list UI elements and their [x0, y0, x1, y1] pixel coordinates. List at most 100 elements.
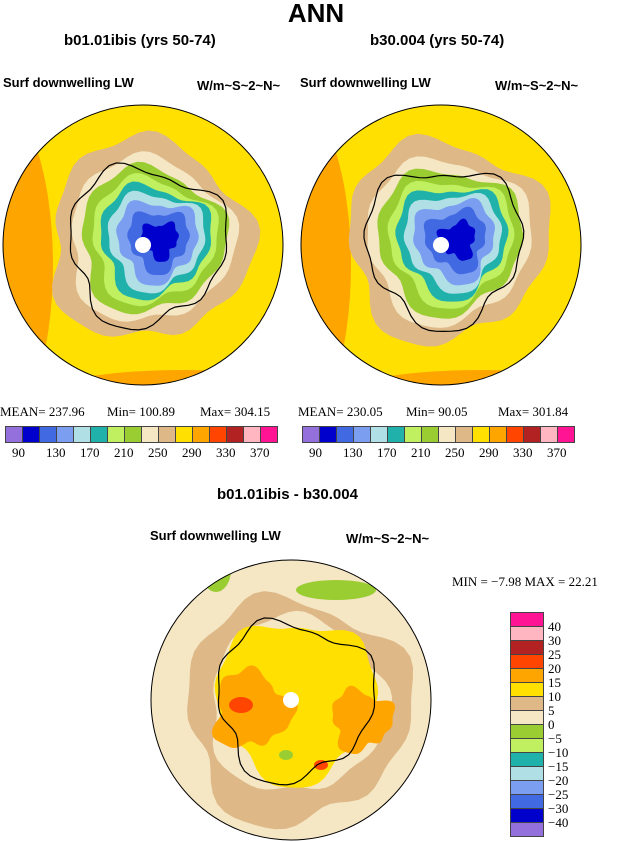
- colorbar-tick-label: −10: [548, 745, 569, 760]
- panel2-variable: Surf downwelling LW: [300, 75, 431, 90]
- antarctica-coastline: [363, 172, 525, 333]
- colorbar-tick-label: 370: [250, 445, 270, 460]
- colorbar-tick-label: 250: [445, 445, 465, 460]
- figure-title: ANN: [287, 0, 345, 28]
- colorbar-swatch: [6, 427, 23, 442]
- map-border: [150, 559, 432, 841]
- colorbar-swatch: [159, 427, 176, 442]
- colorbar-swatch: [108, 427, 125, 442]
- pole-marker: [433, 237, 449, 253]
- colorbar-tick-label: 170: [377, 445, 397, 460]
- panel1-units: W/m~S~2~N~: [197, 78, 281, 93]
- colorbar-swatch: [176, 427, 193, 442]
- colorbar-tick-label: 5: [548, 703, 555, 718]
- colorbar-swatch: [511, 669, 543, 683]
- colorbar-swatch: [456, 427, 473, 442]
- colorbar-swatch: [511, 823, 543, 836]
- panel1-variable: Surf downwelling LW: [3, 75, 134, 90]
- colorbar-swatch: [507, 427, 524, 442]
- colorbar-tick-label: 330: [513, 445, 533, 460]
- colorbar-swatch: [320, 427, 337, 442]
- colorbar-swatch: [57, 427, 74, 442]
- colorbar-swatch: [558, 427, 574, 442]
- polar-map-panel1: [2, 104, 284, 386]
- panel2-colorbar: [302, 426, 575, 443]
- colorbar-swatch: [511, 809, 543, 823]
- map-border: [2, 104, 284, 386]
- colorbar-swatch: [511, 641, 543, 655]
- colorbar-swatch: [473, 427, 490, 442]
- colorbar-tick-label: 210: [411, 445, 431, 460]
- polar-map-diff: [150, 559, 432, 841]
- colorbar-swatch: [511, 627, 543, 641]
- colorbar-swatch: [193, 427, 210, 442]
- antarctica-coastline: [69, 162, 228, 331]
- colorbar-swatch: [125, 427, 142, 442]
- polar-map-panel2: [300, 104, 582, 386]
- panel2-mean: MEAN= 230.05: [298, 404, 383, 419]
- colorbar-tick-label: 90: [309, 445, 322, 460]
- colorbar-tick-label: 290: [182, 445, 202, 460]
- pole-marker: [283, 692, 299, 708]
- colorbar-tick-label: 330: [216, 445, 236, 460]
- panel2-case-title: b30.004 (yrs 50-74): [370, 32, 505, 49]
- colorbar-tick-label: 290: [479, 445, 499, 460]
- colorbar-tick-label: 30: [548, 633, 561, 648]
- diff-colorbar: [510, 612, 544, 837]
- colorbar-swatch: [40, 427, 57, 442]
- colorbar-tick-label: 0: [548, 717, 555, 732]
- colorbar-swatch: [91, 427, 108, 442]
- colorbar-swatch: [511, 711, 543, 725]
- colorbar-tick-label: −30: [548, 801, 569, 816]
- negative-region: [296, 580, 376, 600]
- panel2-max: Max= 301.84: [498, 404, 569, 419]
- colorbar-tick-label: 130: [343, 445, 363, 460]
- colorbar-swatch: [244, 427, 261, 442]
- colorbar-tick-label: 210: [114, 445, 134, 460]
- colorbar-swatch: [422, 427, 439, 442]
- colorbar-swatch: [354, 427, 371, 442]
- colorbar-swatch: [261, 427, 277, 442]
- colorbar-swatch: [511, 767, 543, 781]
- colorbar-tick-label: −25: [548, 787, 569, 802]
- colorbar-swatch: [142, 427, 159, 442]
- colorbar-tick-label: 250: [148, 445, 168, 460]
- colorbar-tick-label: 90: [12, 445, 25, 460]
- diff-title: b01.01ibis - b30.004: [217, 486, 358, 503]
- colorbar-swatch: [23, 427, 40, 442]
- colorbar-swatch: [490, 427, 507, 442]
- colorbar-tick-label: −15: [548, 759, 569, 774]
- colorbar-tick-label: 130: [46, 445, 66, 460]
- diff-min-max: MIN = −7.98 MAX = 22.21: [452, 574, 598, 589]
- panel2-min: Min= 90.05: [406, 404, 468, 419]
- colorbar-swatch: [511, 613, 543, 627]
- colorbar-tick-label: 15: [548, 675, 561, 690]
- colorbar-swatch: [303, 427, 320, 442]
- colorbar-tick-label: −40: [548, 815, 569, 830]
- colorbar-swatch: [511, 781, 543, 795]
- pole-marker: [135, 237, 151, 253]
- map-border: [300, 104, 582, 386]
- colorbar-swatch: [337, 427, 354, 442]
- colorbar-swatch: [511, 683, 543, 697]
- antarctica-coastline: [217, 617, 376, 786]
- colorbar-tick-label: 40: [548, 619, 561, 634]
- diff-variable: Surf downwelling LW: [150, 528, 281, 543]
- colorbar-tick-label: 20: [548, 661, 561, 676]
- colorbar-swatch: [511, 655, 543, 669]
- colorbar-tick-label: −20: [548, 773, 569, 788]
- colorbar-tick-label: 170: [80, 445, 100, 460]
- panel1-mean: MEAN= 237.96: [0, 404, 85, 419]
- panel1-colorbar: [5, 426, 278, 443]
- colorbar-tick-label: 370: [547, 445, 567, 460]
- panel1-case-title: b01.01ibis (yrs 50-74): [64, 32, 216, 49]
- colorbar-swatch: [511, 739, 543, 753]
- diff-units: W/m~S~2~N~: [346, 531, 430, 546]
- panel1-min: Min= 100.89: [107, 404, 176, 419]
- panel1-max: Max= 304.15: [200, 404, 271, 419]
- colorbar-tick-label: 25: [548, 647, 561, 662]
- colorbar-swatch: [524, 427, 541, 442]
- colorbar-swatch: [405, 427, 422, 442]
